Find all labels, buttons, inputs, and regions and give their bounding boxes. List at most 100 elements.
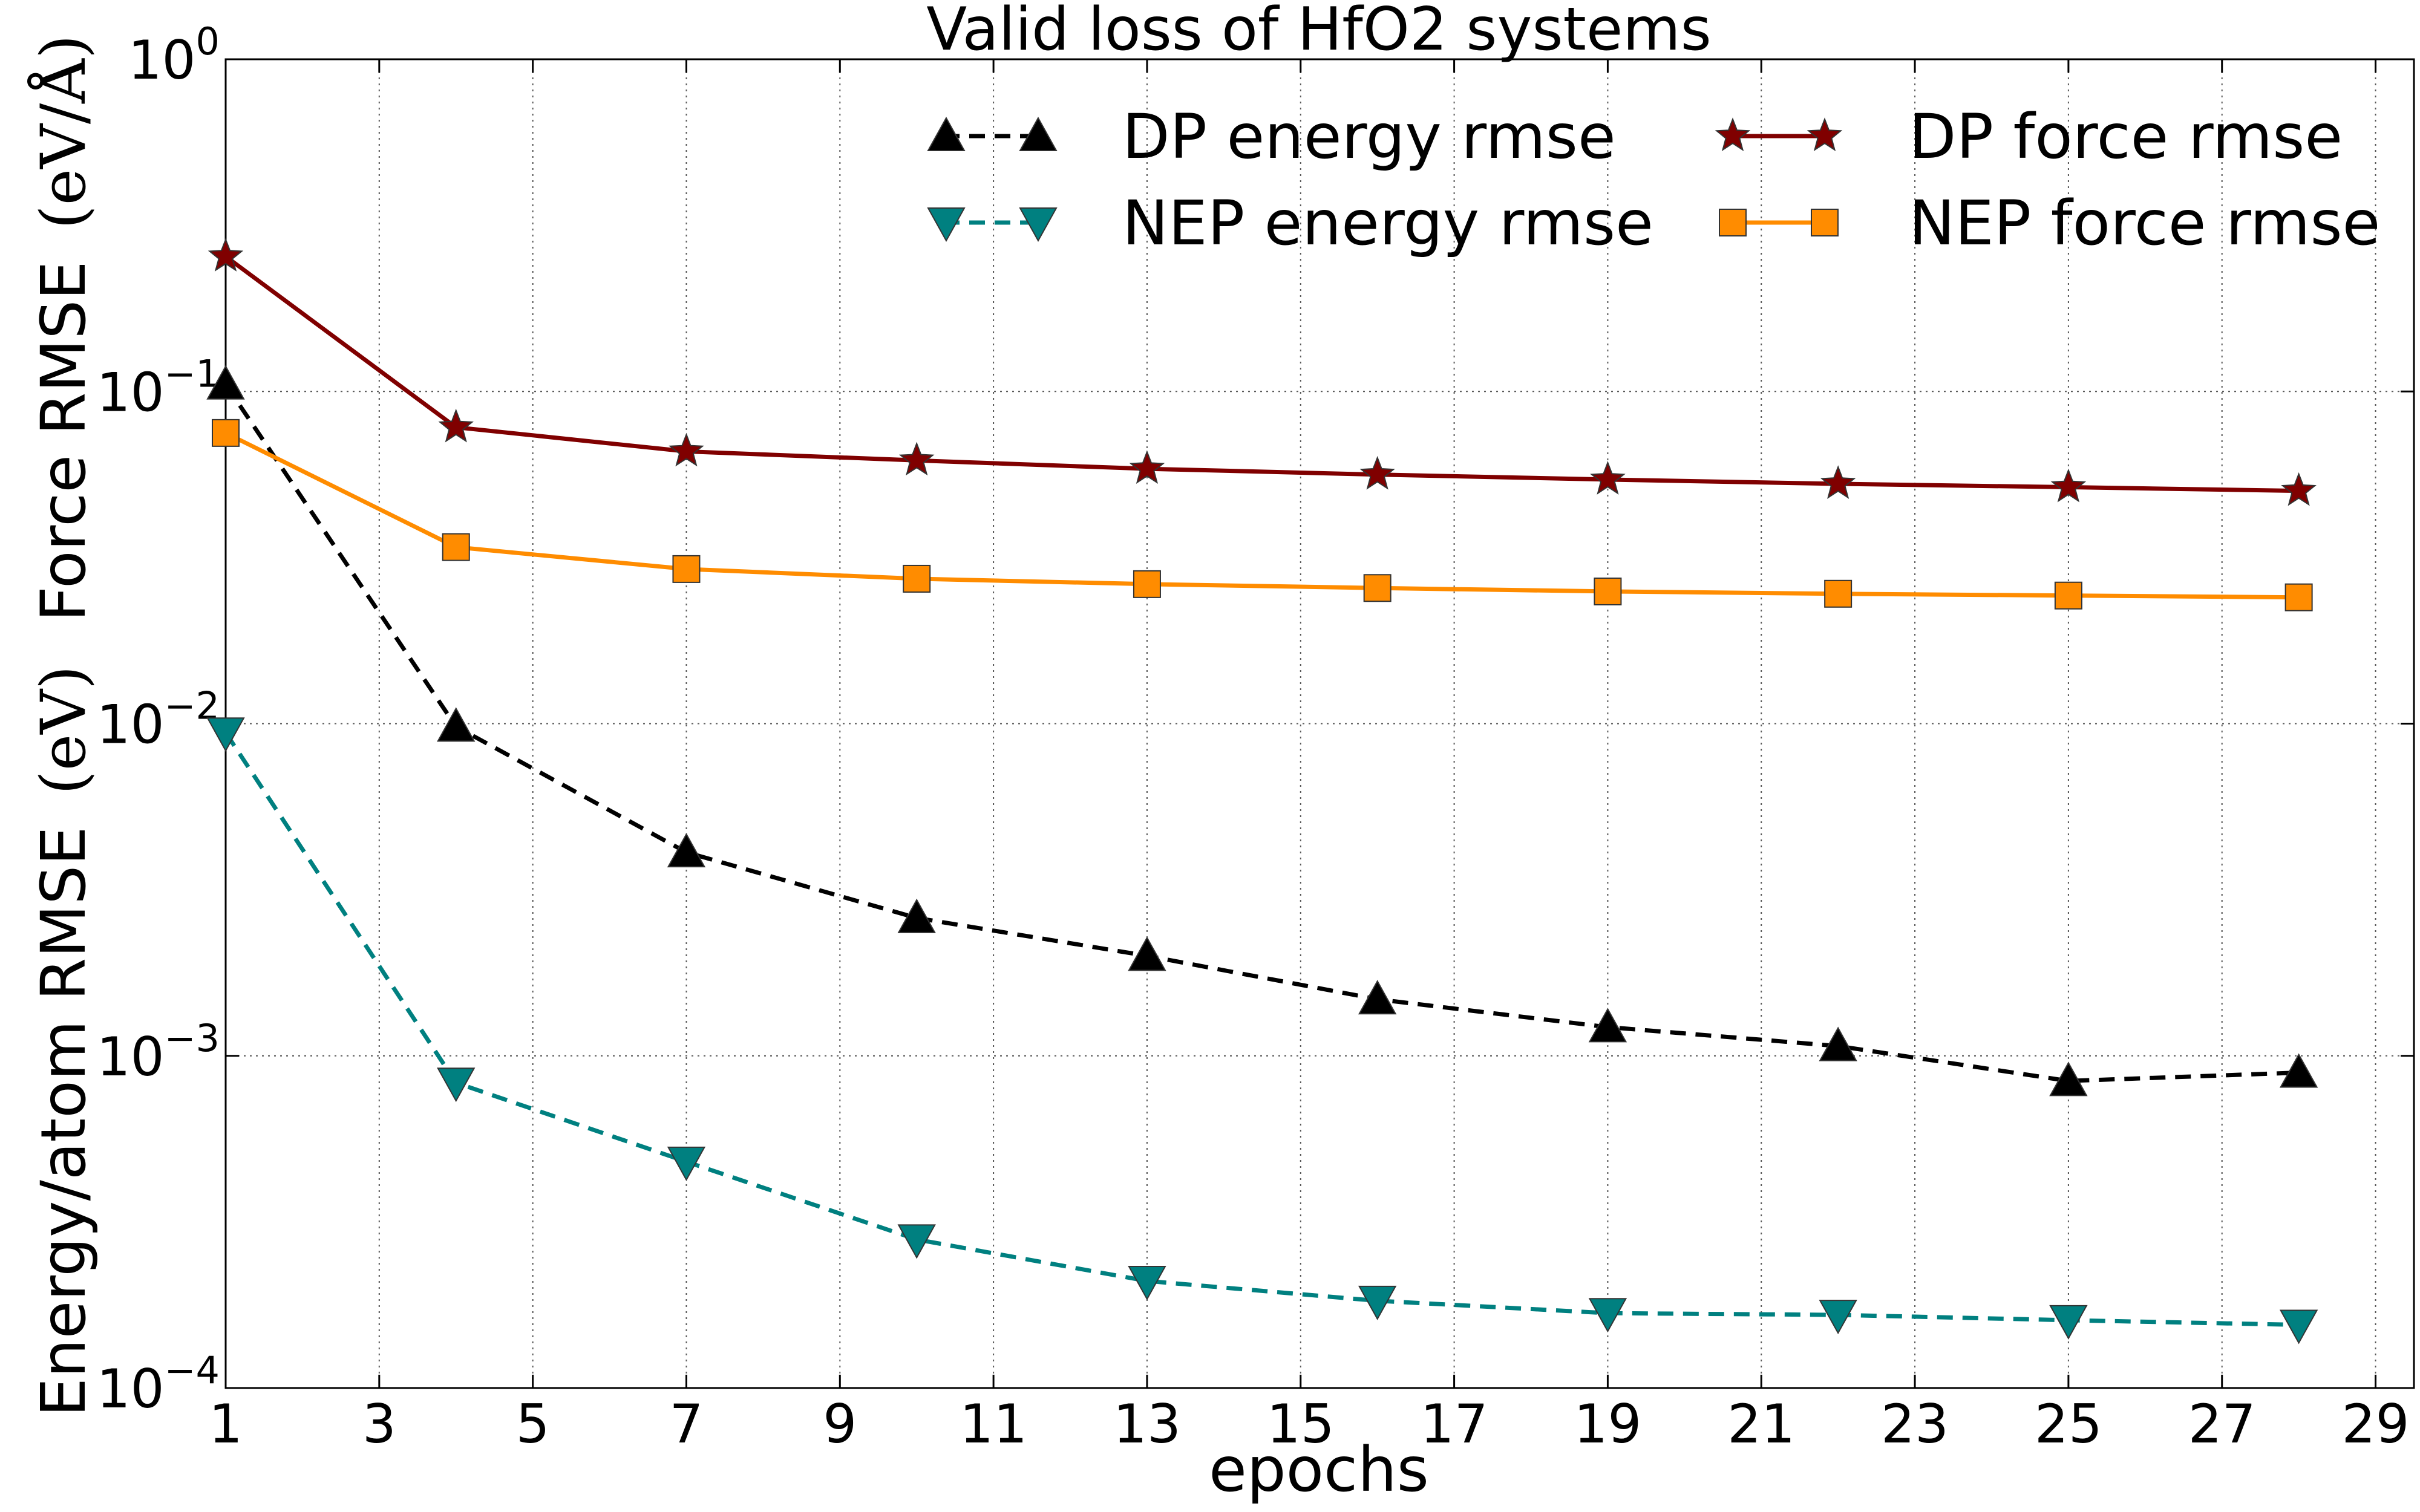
x-tick-label: 11 (960, 1393, 1027, 1455)
data-point (1363, 574, 1392, 602)
x-tick-label: 25 (2035, 1393, 2102, 1455)
y-tick-label-exponent: −1 (165, 351, 220, 396)
data-point (2279, 1309, 2318, 1344)
series-nep-energy-rmse (206, 717, 2318, 1344)
series-line (224, 731, 2299, 1327)
data-point (1594, 577, 1622, 605)
x-tick-label: 21 (1727, 1393, 1795, 1455)
data-point (1588, 1008, 1627, 1043)
legend-item: NEP force rmse (1719, 187, 2380, 259)
data-point (2054, 581, 2082, 610)
x-tick-label: 5 (516, 1393, 550, 1455)
x-tick-label: 27 (2188, 1393, 2256, 1455)
data-point (1820, 465, 1856, 499)
x-axis-label: epochs (1209, 1434, 1429, 1506)
legend-marker (1019, 207, 1058, 243)
series-layer (206, 238, 2318, 1344)
y-tick-label-base: 10 (97, 1026, 165, 1088)
data-point (2284, 583, 2313, 611)
y-tick-label: 10−2 (97, 684, 220, 756)
x-tick-label: 19 (1574, 1393, 1641, 1455)
data-point (897, 1224, 936, 1259)
y-tick-label: 100 (128, 19, 220, 91)
legend-label: DP energy rmse (1122, 101, 1616, 173)
y-tick-label-base: 10 (97, 1358, 165, 1420)
legend-label: NEP energy rmse (1122, 187, 1653, 259)
data-point (903, 564, 931, 593)
legend-item: NEP energy rmse (927, 187, 1653, 259)
x-tick-label: 3 (362, 1393, 396, 1455)
data-point (1128, 1266, 1166, 1301)
data-point (667, 833, 706, 868)
y-tick-label-base: 10 (97, 694, 165, 756)
series-line (224, 431, 2299, 600)
legend-marker (927, 116, 966, 151)
legend-marker (1807, 117, 1843, 151)
legend-marker (1019, 116, 1058, 151)
x-tick-label: 15 (1267, 1393, 1335, 1455)
legend-marker (1719, 209, 1747, 236)
data-point (1359, 455, 1395, 490)
y-axis-label-energy-unit: (eV) (28, 665, 100, 795)
data-point (1129, 450, 1165, 484)
y-axis-label-force: Force RMSE (28, 261, 100, 621)
data-point (442, 533, 470, 561)
series-line (224, 383, 2299, 1083)
legend-item: DP force rmse (1715, 101, 2343, 173)
legend-label: NEP force rmse (1909, 187, 2380, 259)
data-point (2050, 468, 2087, 503)
y-tick-label: 10−4 (97, 1348, 220, 1420)
data-point (1824, 579, 1853, 608)
data-point (1819, 1300, 1857, 1335)
legend-item: DP energy rmse (927, 101, 1616, 173)
data-point (206, 365, 245, 400)
legend: DP energy rmse NEP energy rmse DP force rm… (927, 101, 2380, 259)
y-axis-label-force-unit: (eV/Å) (27, 34, 100, 229)
y-tick-label-base: 10 (128, 29, 196, 91)
series-dp-energy-rmse (206, 365, 2318, 1097)
data-point (1588, 1298, 1627, 1333)
data-point (438, 408, 474, 443)
x-tick-label: 9 (823, 1393, 857, 1455)
data-point (1128, 936, 1166, 971)
series-line (224, 255, 2299, 494)
svg-text:Energy/atom RMSE (eV): Energy/atom RMSE (eV) Force RMSE (eV/Å) (27, 34, 100, 1416)
data-point (2049, 1061, 2088, 1097)
axis-ticks: 1 3 5 7 9 11 13 15 17 19 21 23 25 27 2910010−110−210−3… (97, 19, 2414, 1455)
data-point (897, 898, 936, 933)
data-point (1819, 1026, 1857, 1061)
x-tick-label: 17 (1421, 1393, 1488, 1455)
data-point (437, 1067, 476, 1103)
data-point (1133, 570, 1161, 598)
data-point (2281, 472, 2317, 506)
legend-marker (927, 207, 966, 243)
legend-marker (1715, 117, 1751, 151)
y-axis-label-energy: Energy/atom RMSE (28, 826, 100, 1416)
data-point (669, 432, 704, 467)
chart-title: Valid loss of HfO2 systems (926, 0, 1712, 64)
x-tick-label: 7 (669, 1393, 703, 1455)
data-point (1590, 461, 1626, 495)
data-point (898, 442, 935, 476)
data-point (2049, 1305, 2088, 1340)
x-tick-label: 13 (1113, 1393, 1181, 1455)
y-tick-label: 10−1 (97, 351, 220, 423)
series-nep-force-rmse (212, 419, 2313, 611)
data-point (2279, 1053, 2318, 1088)
data-point (208, 238, 244, 272)
data-point (206, 717, 245, 752)
data-point (667, 1146, 706, 1181)
x-tick-label: 29 (2342, 1393, 2410, 1455)
legend-label: DP force rmse (1909, 101, 2343, 173)
data-point (437, 707, 476, 742)
y-tick-label-base: 10 (97, 361, 165, 423)
y-tick-label-exponent: −3 (165, 1016, 220, 1060)
data-point (1358, 980, 1397, 1015)
y-tick-label-exponent: 0 (196, 19, 220, 64)
data-point (212, 419, 240, 447)
x-tick-label: 1 (209, 1393, 243, 1455)
series-dp-force-rmse (208, 238, 2317, 506)
y-tick-label-exponent: −4 (165, 1348, 220, 1392)
